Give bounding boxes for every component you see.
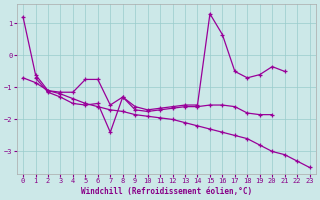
- X-axis label: Windchill (Refroidissement éolien,°C): Windchill (Refroidissement éolien,°C): [81, 187, 252, 196]
